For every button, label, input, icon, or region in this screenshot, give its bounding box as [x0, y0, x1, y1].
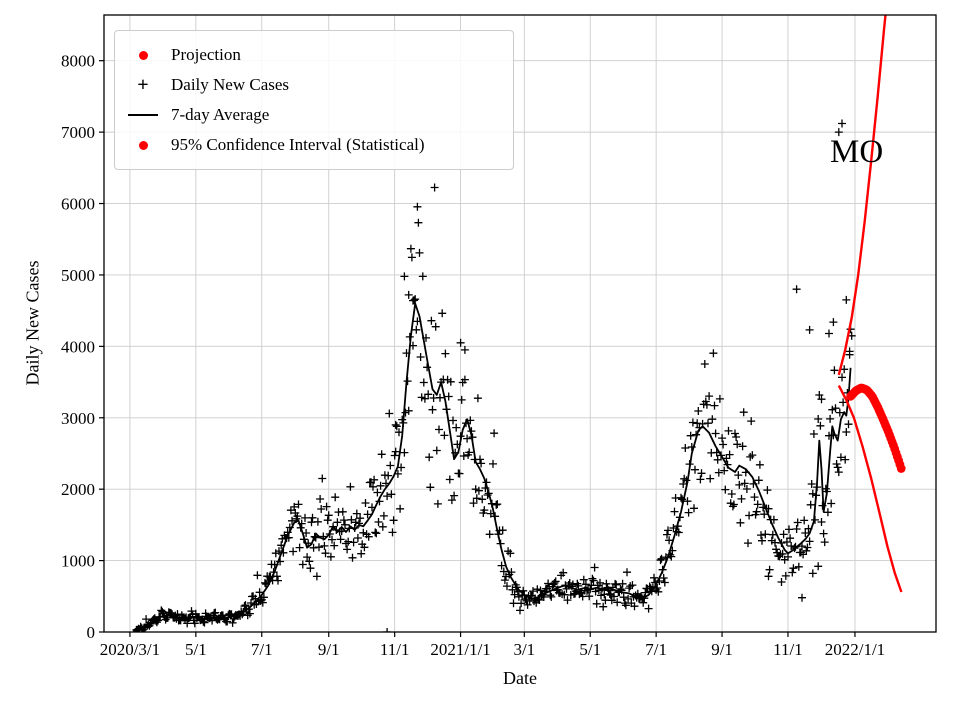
plus-marker-icon: + — [137, 74, 149, 96]
axes-frame — [103, 14, 937, 633]
x-tick-label: 5/1 — [185, 640, 207, 659]
legend-item-daily-cases: + Daily New Cases — [115, 70, 513, 100]
y-tick-label: 5000 — [61, 266, 95, 285]
legend-label: 95% Confidence Interval (Statistical) — [171, 135, 425, 154]
x-tick-label: 9/1 — [711, 640, 733, 659]
95-ci-upper-bound-line — [837, 15, 887, 376]
legend-item-projection: Projection — [115, 40, 513, 70]
y-tick-label: 2000 — [61, 480, 95, 499]
y-tick-label: 4000 — [61, 337, 95, 356]
y-tick-label: 6000 — [61, 195, 95, 214]
x-tick-labels: 2020/3/1 5/1 7/1 9/1 11/1 2021/1/1 3/1 5/1 7/1 9/… — [100, 640, 885, 659]
legend-item-confidence-interval: 95% Confidence Interval (Statistical) — [115, 130, 513, 160]
state-annotation: MO — [830, 134, 884, 170]
tick-marks — [99, 60, 856, 637]
x-tick-label: 7/1 — [645, 640, 667, 659]
legend-label: Projection — [171, 45, 241, 64]
y-tick-labels: 0 1000 2000 3000 4000 5000 6000 7000 8000 — [61, 52, 95, 642]
projection-dot-icon — [115, 50, 171, 60]
x-tick-label: 3/1 — [513, 640, 535, 659]
x-tick-label: 5/1 — [579, 640, 601, 659]
legend-label: Daily New Cases — [171, 75, 290, 94]
7-day-average-line — [132, 302, 852, 632]
y-tick-label: 7000 — [61, 123, 95, 142]
y-tick-label: 1000 — [61, 552, 95, 571]
x-tick-label: 2022/1/1 — [825, 640, 885, 659]
y-tick-label: 8000 — [61, 52, 95, 71]
y-tick-label: 0 — [87, 623, 96, 642]
ci-dot-icon — [115, 140, 171, 150]
line-marker-icon — [115, 114, 171, 116]
x-tick-label: 2021/1/1 — [430, 640, 490, 659]
y-axis-label: Daily New Cases — [22, 260, 43, 386]
x-axis-label: Date — [503, 668, 537, 688]
x-tick-label: 11/1 — [380, 640, 410, 659]
projection-dots — [846, 383, 906, 473]
x-tick-label: 7/1 — [251, 640, 273, 659]
x-tick-label: 2020/3/1 — [100, 640, 160, 659]
daily-cases-scatter — [132, 119, 856, 632]
95-ci-lower-bound-line — [837, 385, 903, 593]
x-tick-label: 11/1 — [773, 640, 803, 659]
legend-label: 7-day Average — [171, 105, 270, 124]
legend-item-7day-average: 7-day Average — [115, 100, 513, 130]
y-tick-label: 3000 — [61, 409, 95, 428]
legend: Projection + Daily New Cases 7-day Avera… — [114, 30, 514, 170]
x-tick-label: 9/1 — [318, 640, 340, 659]
